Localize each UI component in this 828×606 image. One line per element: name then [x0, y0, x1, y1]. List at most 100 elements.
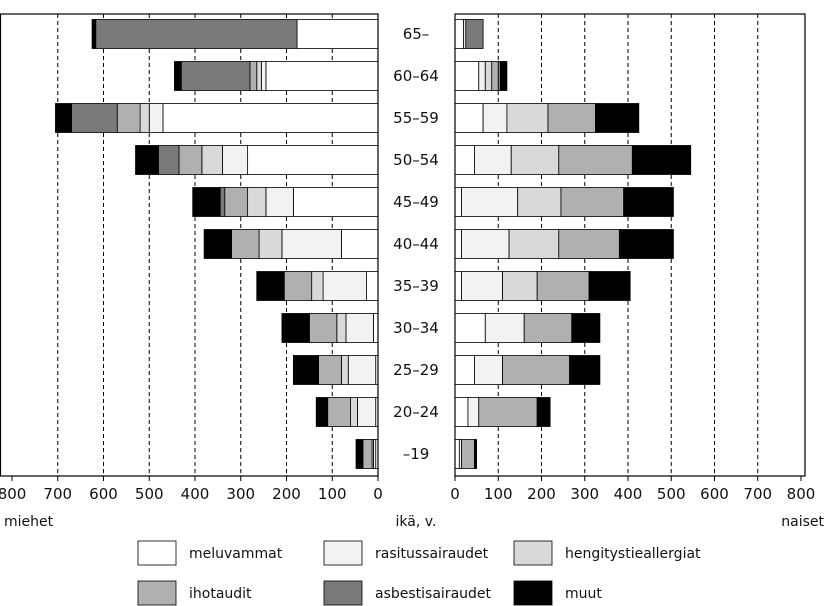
legend-label-meluvammat: meluvammat — [189, 546, 283, 562]
bar-naiset-meluvammat-0 — [454, 19, 465, 49]
legend-label-asbestisairaudet: asbestisairaudet — [375, 586, 492, 602]
left-plot-frame — [0, 13, 379, 477]
bar-miehet-meluvammat-7 — [373, 313, 379, 343]
bar-naiset-rasitussairaudet-7 — [484, 313, 525, 343]
bar-miehet-muut-6 — [256, 271, 285, 301]
tick-label-right-800: 800 — [787, 485, 816, 503]
bar-naiset-rasitussairaudet-4 — [461, 187, 519, 217]
bar-miehet-rasitussairaudet-4 — [265, 187, 294, 217]
bar-miehet-meluvammat-1 — [265, 61, 379, 91]
bar-naiset-muut-6 — [588, 271, 631, 301]
bar-miehet-meluvammat-4 — [292, 187, 379, 217]
bar-miehet-ihotaudit-3 — [178, 145, 203, 175]
legend-swatch-hengitystieallergiat — [513, 540, 553, 566]
axis-title-naiset: naiset — [781, 514, 824, 530]
tick-label-right-200: 200 — [527, 485, 556, 503]
bar-naiset-rasitussairaudet-8 — [474, 355, 503, 385]
tick-label-left-200: 200 — [272, 485, 301, 503]
bar-miehet-muut-10 — [355, 439, 364, 469]
age-label-4: 45–49 — [393, 193, 439, 211]
legend-label-rasitussairaudet: rasitussairaudet — [375, 546, 489, 562]
bar-miehet-muut-7 — [281, 313, 310, 343]
bar-naiset-rasitussairaudet-3 — [474, 145, 512, 175]
tick-label-left-600: 600 — [89, 485, 118, 503]
bar-miehet-rasitussairaudet-7 — [345, 313, 374, 343]
bar-naiset-hengitystieallergiat-6 — [502, 271, 538, 301]
bar-naiset-meluvammat-8 — [454, 355, 475, 385]
bar-miehet-ihotaudit-8 — [318, 355, 342, 385]
bar-miehet-ihotaudit-10 — [362, 439, 373, 469]
bar-naiset-muut-10 — [474, 439, 478, 469]
bar-miehet-meluvammat-2 — [162, 103, 379, 133]
age-label-3: 50–54 — [393, 151, 439, 169]
age-label-2: 55–59 — [393, 109, 439, 127]
bar-miehet-rasitussairaudet-8 — [347, 355, 377, 385]
bar-miehet-hengitystieallergiat-2 — [139, 103, 150, 133]
age-label-1: 60–64 — [393, 67, 439, 85]
bar-naiset-muut-2 — [595, 103, 640, 133]
bar-miehet-hengitystieallergiat-4 — [247, 187, 267, 217]
tick-label-left-100: 100 — [318, 485, 347, 503]
bar-miehet-ihotaudit-4 — [224, 187, 249, 217]
age-label-9: 20–24 — [393, 403, 439, 421]
bar-miehet-muut-9 — [315, 397, 329, 427]
bar-naiset-ihotaudit-7 — [523, 313, 573, 343]
age-label-0: 65– — [403, 25, 430, 43]
bar-naiset-meluvammat-4 — [454, 187, 462, 217]
bar-miehet-rasitussairaudet-3 — [222, 145, 249, 175]
bar-miehet-asbestisairaudet-3 — [157, 145, 180, 175]
bar-miehet-muut-3 — [135, 145, 159, 175]
bar-miehet-asbestisairaudet-1 — [180, 61, 251, 91]
bar-miehet-ihotaudit-6 — [283, 271, 313, 301]
bar-miehet-hengitystieallergiat-5 — [258, 229, 283, 259]
axis-title-miehet: miehet — [4, 514, 54, 530]
bar-naiset-ihotaudit-9 — [478, 397, 538, 427]
bar-miehet-hengitystieallergiat-8 — [340, 355, 349, 385]
bar-naiset-meluvammat-10 — [454, 439, 460, 469]
bar-miehet-rasitussairaudet-6 — [322, 271, 367, 301]
bar-miehet-ihotaudit-2 — [116, 103, 141, 133]
bar-miehet-meluvammat-3 — [247, 145, 379, 175]
bar-naiset-hengitystieallergiat-2 — [506, 103, 549, 133]
bar-naiset-rasitussairaudet-9 — [467, 397, 480, 427]
bar-naiset-ihotaudit-6 — [536, 271, 590, 301]
tick-label-right-400: 400 — [614, 485, 643, 503]
bar-naiset-ihotaudit-5 — [558, 229, 620, 259]
age-label-8: 25–29 — [393, 361, 439, 379]
bar-naiset-rasitussairaudet-1 — [478, 61, 486, 91]
tick-label-right-300: 300 — [570, 485, 599, 503]
bar-miehet-hengitystieallergiat-6 — [311, 271, 324, 301]
bar-naiset-muut-3 — [631, 145, 692, 175]
bar-miehet-hengitystieallergiat-1 — [256, 61, 262, 91]
bar-miehet-rasitussairaudet-5 — [281, 229, 342, 259]
bar-naiset-muut-9 — [536, 397, 551, 427]
legend-label-muut: muut — [565, 586, 602, 602]
bar-naiset-muut-5 — [618, 229, 674, 259]
tick-label-right-600: 600 — [700, 485, 729, 503]
tick-label-left-400: 400 — [181, 485, 210, 503]
bar-naiset-meluvammat-1 — [454, 61, 480, 91]
bar-naiset-hengitystieallergiat-1 — [484, 61, 493, 91]
bar-miehet-hengitystieallergiat-7 — [336, 313, 347, 343]
bar-miehet-rasitussairaudet-1 — [260, 61, 267, 91]
axis-title-ika: ikä, v. — [396, 514, 437, 530]
bar-naiset-muut-8 — [569, 355, 601, 385]
bar-miehet-meluvammat-6 — [366, 271, 379, 301]
bar-miehet-muut-4 — [192, 187, 221, 217]
tick-label-left-300: 300 — [226, 485, 255, 503]
bar-naiset-hengitystieallergiat-4 — [517, 187, 562, 217]
bar-naiset-muut-4 — [623, 187, 674, 217]
tick-label-right-500: 500 — [657, 485, 686, 503]
bar-naiset-rasitussairaudet-2 — [482, 103, 508, 133]
bar-naiset-meluvammat-9 — [454, 397, 469, 427]
bar-naiset-meluvammat-2 — [454, 103, 484, 133]
right-plot-frame — [454, 13, 806, 477]
bar-miehet-meluvammat-5 — [340, 229, 379, 259]
bar-naiset-ihotaudit-1 — [491, 61, 499, 91]
bar-naiset-muut-1 — [500, 61, 508, 91]
bar-miehet-muut-1 — [174, 61, 182, 91]
bar-miehet-ihotaudit-9 — [327, 397, 351, 427]
bar-miehet-rasitussairaudet-2 — [148, 103, 164, 133]
age-label-7: 30–34 — [393, 319, 439, 337]
bar-naiset-meluvammat-3 — [454, 145, 475, 175]
